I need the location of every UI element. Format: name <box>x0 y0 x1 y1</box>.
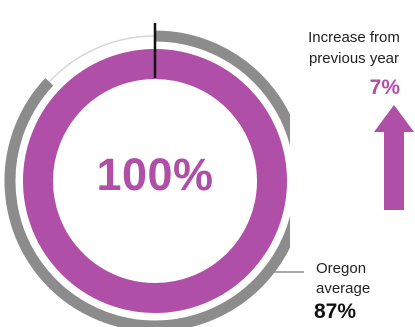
up-arrow-icon <box>374 105 414 210</box>
increase-label-line-1: Increase from <box>308 29 400 46</box>
percentage-value: 100% <box>96 149 214 200</box>
oregon-average-label-line-1: Oregon <box>316 260 367 277</box>
oregon-average-label-line-2: average <box>316 280 371 297</box>
increase-label-line-2: previous year <box>308 50 400 67</box>
oregon-average-ring <box>4 30 290 327</box>
oregon-average-label: Oregon average <box>316 259 411 299</box>
increase-label: Increase from previous year <box>286 27 415 69</box>
increase-value: 7% <box>369 76 400 99</box>
oregon-average-value: 87% <box>314 300 357 323</box>
donut-gauge <box>4 23 290 327</box>
